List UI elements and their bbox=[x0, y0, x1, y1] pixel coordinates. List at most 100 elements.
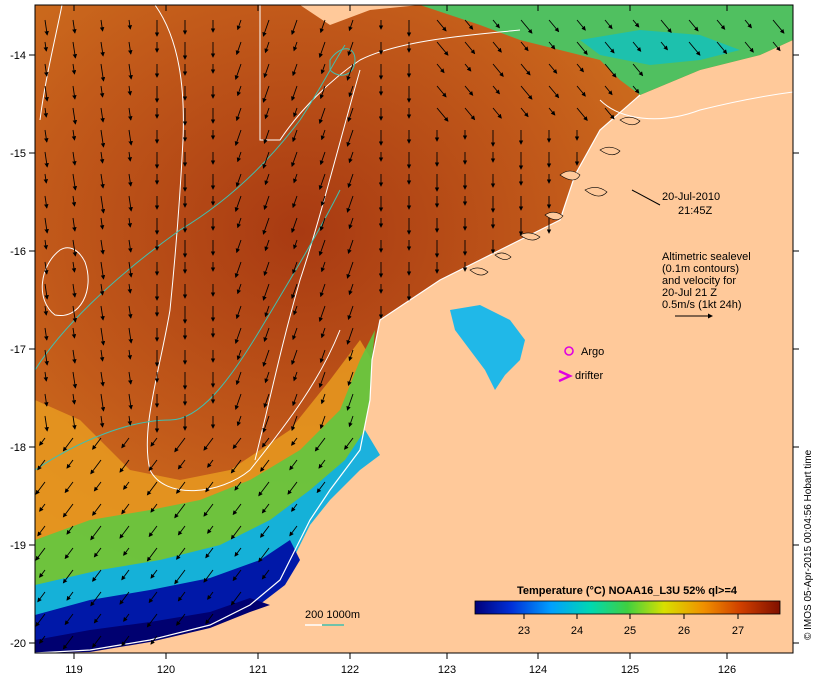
velocity-arrow bbox=[100, 261, 106, 280]
lon-label: 126 bbox=[718, 664, 736, 676]
velocity-arrow bbox=[150, 635, 158, 645]
velocity-arrow bbox=[291, 415, 298, 432]
velocity-arrow bbox=[230, 525, 242, 540]
velocity-arrow bbox=[291, 503, 298, 512]
velocity-arrow bbox=[128, 393, 133, 410]
velocity-arrow bbox=[128, 371, 133, 385]
velocity-arrow bbox=[660, 19, 672, 33]
velocity-arrow bbox=[35, 481, 46, 495]
velocity-arrow bbox=[291, 283, 298, 300]
velocity-arrow bbox=[128, 41, 133, 55]
velocity-arrow bbox=[123, 481, 130, 490]
velocity-arrow bbox=[346, 195, 354, 213]
velocity-arrow bbox=[64, 547, 74, 560]
velocity-arrow bbox=[236, 217, 242, 229]
velocity-arrow bbox=[492, 19, 500, 29]
velocity-arrow bbox=[100, 305, 105, 321]
lat-label: -15 bbox=[10, 148, 26, 160]
velocity-arrow bbox=[263, 261, 270, 277]
velocity-arrow bbox=[99, 151, 105, 164]
velocity-arrow bbox=[576, 63, 584, 73]
velocity-arrow bbox=[314, 437, 326, 452]
velocity-arrow bbox=[262, 283, 270, 301]
velocity-arrow bbox=[150, 437, 158, 447]
velocity-arrow bbox=[292, 129, 298, 143]
velocity-arrow bbox=[72, 151, 77, 166]
velocity-arrow bbox=[520, 63, 531, 76]
velocity-arrow bbox=[35, 547, 46, 561]
velocity-arrow bbox=[347, 371, 354, 387]
velocity-arrow bbox=[207, 459, 214, 468]
velocity-arrow bbox=[316, 481, 326, 494]
velocity-arrow bbox=[258, 547, 270, 563]
velocity-arrow bbox=[150, 503, 158, 513]
velocity-arrow bbox=[264, 239, 270, 252]
velocity-arrow bbox=[716, 19, 726, 30]
velocity-arrow bbox=[291, 19, 298, 36]
velocity-arrow bbox=[72, 41, 78, 59]
velocity-arrow bbox=[205, 481, 214, 493]
velocity-arrow bbox=[464, 19, 474, 30]
velocity-arrow bbox=[235, 107, 242, 122]
velocity-arrow bbox=[347, 41, 354, 57]
colorbar-tick-labels: 23 24 25 26 27 bbox=[518, 625, 744, 637]
velocity-arrow bbox=[71, 393, 77, 405]
velocity-arrow bbox=[62, 569, 74, 584]
velocity-arrow bbox=[177, 459, 186, 470]
velocity-arrow bbox=[127, 19, 133, 30]
velocity-arrow bbox=[72, 239, 78, 257]
velocity-arrow bbox=[688, 41, 701, 56]
velocity-arrow bbox=[174, 437, 186, 453]
lon-label: 124 bbox=[529, 664, 547, 676]
velocity-arrow bbox=[100, 107, 105, 123]
colorbar-tick-label: 26 bbox=[678, 625, 690, 637]
cold-shelf-water-edge bbox=[35, 598, 270, 653]
velocity-arrow bbox=[262, 415, 270, 433]
velocity-arrow bbox=[261, 569, 270, 580]
latitude-labels: -14 -15 -16 -17 -18 -19 -20 bbox=[10, 50, 26, 650]
velocity-arrow bbox=[236, 85, 242, 97]
velocity-arrow bbox=[293, 371, 298, 382]
velocity-arrow bbox=[263, 393, 270, 409]
velocity-arrow bbox=[263, 129, 270, 145]
velocity-arrow bbox=[72, 173, 78, 191]
velocity-arrow bbox=[319, 415, 326, 430]
velocity-arrow bbox=[64, 613, 74, 626]
velocity-arrow bbox=[258, 481, 270, 497]
velocity-arrow bbox=[71, 129, 77, 141]
velocity-arrow bbox=[263, 195, 270, 211]
velocity-arrow bbox=[319, 349, 326, 364]
velocity-arrow bbox=[260, 459, 270, 472]
velocity-arrow bbox=[436, 19, 447, 32]
velocity-arrow bbox=[174, 569, 186, 585]
velocity-arrow bbox=[260, 525, 270, 538]
velocity-arrow bbox=[148, 525, 158, 538]
velocity-arrow bbox=[262, 217, 270, 235]
velocity-arrow bbox=[203, 503, 214, 517]
velocity-arrow bbox=[99, 217, 105, 230]
velocity-arrow bbox=[119, 459, 130, 473]
velocity-arrow bbox=[128, 173, 133, 187]
coastline bbox=[35, 94, 641, 653]
velocity-arrow bbox=[121, 635, 130, 647]
velocity-arrow bbox=[319, 19, 326, 34]
velocity-arrow bbox=[72, 305, 78, 323]
velocity-arrow bbox=[287, 481, 298, 495]
velocity-arrow bbox=[121, 437, 130, 449]
velocity-arrow bbox=[348, 415, 354, 428]
colorbar-tick-label: 25 bbox=[624, 625, 636, 637]
velocity-arrow bbox=[123, 613, 130, 622]
velocity-arrow bbox=[604, 107, 615, 120]
velocity-arrow bbox=[203, 437, 214, 451]
velocity-arrow bbox=[320, 327, 326, 339]
velocity-arrow bbox=[318, 305, 326, 322]
velocity-arrow bbox=[127, 415, 133, 426]
velocity-arrow bbox=[232, 569, 242, 582]
isobath-contours bbox=[35, 44, 356, 471]
velocity-arrow bbox=[318, 41, 326, 58]
velocity-arrow bbox=[100, 173, 105, 189]
velocity-arrow bbox=[348, 151, 354, 164]
velocity-arrow bbox=[344, 437, 354, 450]
velocity-arrow bbox=[235, 41, 242, 56]
velocity-arrow bbox=[520, 85, 533, 100]
